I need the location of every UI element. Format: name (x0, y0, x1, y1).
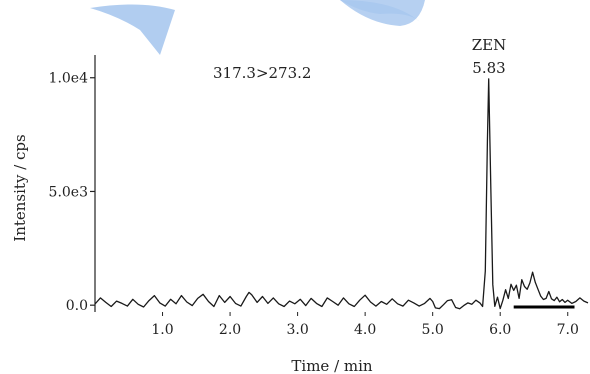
transition-label: 317.3>273.2 (213, 64, 311, 82)
x-tick-label: 7.0 (557, 322, 579, 338)
y-tick-label: 5.0e3 (49, 184, 88, 200)
plot-area: 0.0 5.0e3 1.0e4 1.0 2.0 3.0 4.0 5.0 6.0 7.0 (49, 55, 589, 338)
chromatogram-trace (94, 78, 589, 310)
y-axis-title: Intensity / cps (11, 134, 29, 241)
y-tick-label: 0.0 (66, 298, 88, 314)
peak-retention-time-label: 5.83 (472, 59, 505, 77)
x-axis-title: Time / min (291, 357, 373, 374)
watermark-logo (90, 0, 425, 56)
x-tick-label: 4.0 (354, 322, 376, 338)
peak-name-label: ZEN (472, 36, 507, 54)
x-tick-label: 1.0 (151, 322, 173, 338)
x-tick-label: 3.0 (286, 322, 308, 338)
y-tick-label: 1.0e4 (49, 71, 89, 87)
x-tick-label: 2.0 (219, 322, 241, 338)
x-tick-label: 5.0 (422, 322, 444, 338)
x-tick-label: 6.0 (489, 322, 511, 338)
